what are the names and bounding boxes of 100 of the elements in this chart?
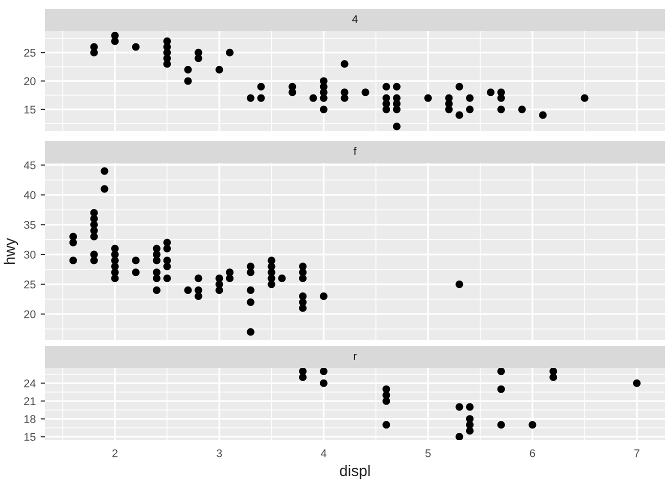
y-tick-label: 25 <box>24 280 36 288</box>
y-axis-title: hwy <box>4 238 18 264</box>
point <box>152 268 160 276</box>
chart-title: 4 <box>352 15 358 23</box>
point <box>497 385 505 393</box>
x-tick-label: 2 <box>112 449 118 458</box>
point <box>392 122 401 130</box>
y-tick-label: 15 <box>24 433 36 441</box>
point <box>340 88 348 96</box>
point <box>580 94 588 102</box>
point <box>320 77 328 85</box>
point <box>299 368 307 376</box>
point <box>382 421 390 429</box>
point <box>309 94 318 102</box>
point <box>320 292 328 300</box>
point <box>278 274 286 282</box>
point <box>184 77 192 85</box>
point <box>132 268 140 276</box>
point <box>382 82 390 90</box>
point <box>152 286 160 294</box>
point <box>69 256 77 264</box>
point <box>362 88 370 96</box>
point <box>90 208 98 217</box>
point <box>194 286 202 294</box>
point <box>132 256 140 264</box>
point <box>466 94 474 102</box>
point <box>194 48 202 56</box>
point <box>246 94 254 102</box>
point <box>100 167 108 175</box>
point <box>497 88 505 96</box>
point <box>633 379 641 387</box>
point <box>445 94 453 102</box>
point <box>246 286 254 294</box>
chart-title: f <box>354 146 357 155</box>
y-tick-label: 18 <box>24 415 36 424</box>
point <box>288 82 296 90</box>
y-tick-label: 15 <box>24 106 36 114</box>
point <box>424 94 432 102</box>
point <box>184 66 192 74</box>
point <box>382 94 390 102</box>
point <box>163 37 171 46</box>
point <box>132 43 140 51</box>
point <box>320 379 328 387</box>
y-tick-label: 25 <box>24 48 36 57</box>
point <box>226 268 234 276</box>
y-tick-label: 40 <box>24 191 36 200</box>
point <box>486 88 494 96</box>
point <box>320 368 328 376</box>
y-tick-label: 45 <box>24 161 36 170</box>
point <box>184 286 192 294</box>
point <box>216 66 224 74</box>
point <box>257 94 265 102</box>
point <box>226 48 234 56</box>
point <box>382 385 390 393</box>
point <box>392 94 401 102</box>
y-tick-label: 35 <box>24 220 36 229</box>
point <box>246 298 254 306</box>
x-tick-label: 5 <box>425 449 431 458</box>
point <box>163 238 171 246</box>
y-tick-label: 20 <box>24 77 36 86</box>
point <box>152 244 160 252</box>
point <box>299 262 307 270</box>
x-axis-title: displ <box>340 464 370 480</box>
point <box>466 106 474 114</box>
y-tick-label: 20 <box>24 310 36 318</box>
x-tick-label: 3 <box>216 449 222 458</box>
point <box>550 368 558 376</box>
point <box>539 111 547 119</box>
x-tick-label: 7 <box>634 449 640 458</box>
point <box>497 368 505 376</box>
point <box>466 403 474 411</box>
y-tick-label: 21 <box>24 397 36 406</box>
y-tick-label: 24 <box>24 379 36 388</box>
point <box>100 185 108 193</box>
point <box>456 280 464 288</box>
point <box>111 244 119 252</box>
point <box>528 421 536 429</box>
point <box>456 111 464 119</box>
point <box>90 43 98 51</box>
point <box>163 256 171 264</box>
point <box>194 274 202 282</box>
point <box>216 274 224 282</box>
point <box>392 82 401 90</box>
point <box>257 82 265 90</box>
point <box>163 274 171 282</box>
point <box>456 82 464 90</box>
point <box>497 106 505 114</box>
point <box>456 432 464 440</box>
point <box>497 421 505 429</box>
point <box>299 292 307 300</box>
y-tick-label: 30 <box>24 250 36 259</box>
point <box>456 403 464 411</box>
point <box>340 60 348 68</box>
point <box>246 262 254 270</box>
point <box>466 415 474 423</box>
point <box>69 232 77 240</box>
point <box>246 328 254 336</box>
x-tick-label: 4 <box>320 449 326 458</box>
chart-title: r <box>354 354 357 360</box>
point <box>268 256 276 264</box>
